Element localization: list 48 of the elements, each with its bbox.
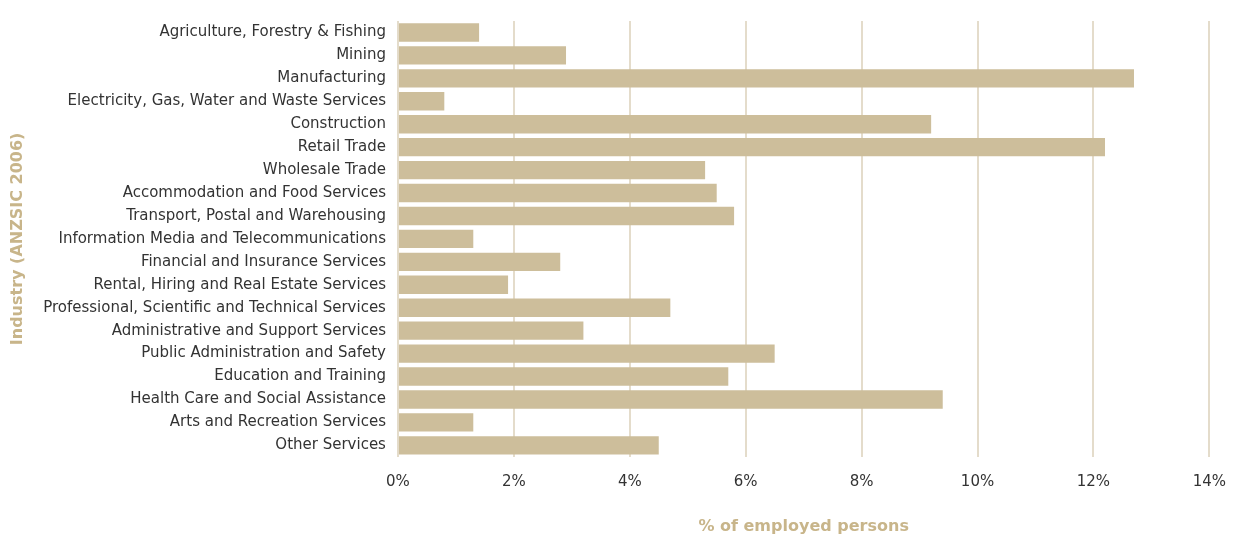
bar	[398, 413, 474, 432]
bar	[398, 183, 717, 203]
x-tick-label: 14%	[1192, 471, 1226, 490]
bar	[398, 23, 480, 42]
y-tick-label: Retail Trade	[297, 137, 386, 156]
bar	[398, 252, 561, 272]
bar	[398, 344, 775, 363]
y-tick-label: Electricity, Gas, Water and Waste Services	[67, 91, 387, 110]
x-tick-label: 10%	[960, 471, 995, 490]
bar	[398, 92, 445, 111]
bar	[398, 436, 659, 455]
x-tick-label: 8%	[849, 471, 874, 490]
bar	[398, 206, 735, 226]
y-tick-label: Transport, Postal and Warehousing	[125, 205, 386, 224]
y-tick-label: Arts and Recreation Services	[169, 412, 387, 431]
y-tick-label: Professional, Scientific and Technical Services	[43, 297, 387, 316]
y-tick-label: Construction	[290, 114, 386, 133]
x-tick-label: 0%	[386, 471, 410, 490]
bar	[398, 321, 584, 340]
y-tick-label: Agriculture, Forestry & Fishing	[159, 22, 386, 41]
bar	[398, 115, 932, 134]
y-tick-label: Public Administration and Safety	[141, 343, 387, 362]
x-axis-title: % of employed persons	[698, 515, 909, 535]
bar	[398, 137, 1106, 157]
bar	[398, 298, 671, 317]
y-tick-label: Rental, Hiring and Real Estate Services	[93, 274, 387, 293]
x-tick-label: 12%	[1076, 471, 1111, 490]
bar	[398, 69, 1134, 88]
x-tick-label: 2%	[501, 471, 526, 490]
y-tick-label: Other Services	[275, 435, 387, 454]
bar	[398, 160, 706, 180]
bar	[398, 367, 729, 386]
x-tick-label: 6%	[733, 471, 758, 490]
y-tick-label: Wholesale Trade	[262, 159, 386, 178]
bar	[398, 275, 509, 294]
bar	[398, 46, 567, 65]
y-tick-label: Manufacturing	[277, 68, 386, 87]
y-tick-label: Health Care and Social Assistance	[130, 389, 386, 408]
y-tick-label: Administrative and Support Services	[111, 320, 387, 339]
x-tick-label: 4%	[617, 471, 642, 490]
y-tick-label: Accommodation and Food Services	[122, 182, 387, 201]
y-axis-title: Industry (ANZSIC 2006)	[6, 132, 26, 346]
bar	[398, 390, 943, 409]
y-tick-label: Information Media and Telecommunications	[58, 228, 387, 247]
y-tick-label: Education and Training	[214, 366, 386, 385]
y-tick-label: Financial and Insurance Services	[140, 251, 387, 270]
y-tick-label: Mining	[336, 45, 386, 64]
bar	[398, 229, 474, 249]
